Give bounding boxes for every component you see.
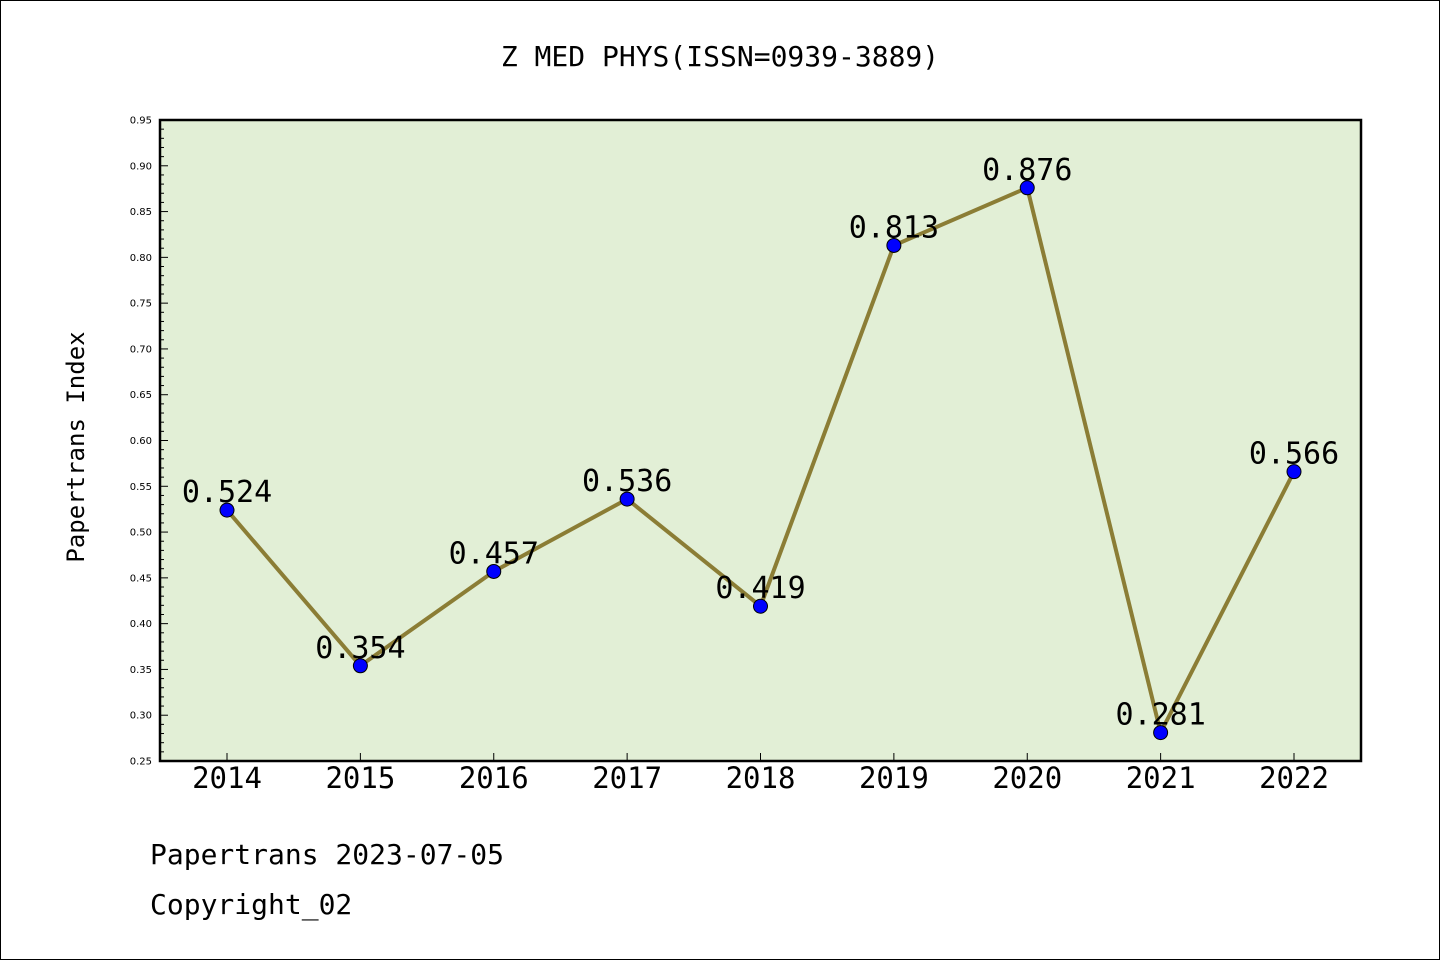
y-tick-label: 0.80 <box>130 253 152 264</box>
y-tick-label: 0.65 <box>130 390 152 401</box>
data-point-marker <box>1019 180 1035 196</box>
y-tick-label: 0.90 <box>130 161 152 172</box>
footer-copyright: Copyright_02 <box>150 888 352 922</box>
y-tick-label: 0.75 <box>130 299 152 310</box>
x-tick-label: 2020 <box>992 761 1062 795</box>
y-tick-label: 0.95 <box>130 116 152 127</box>
data-point-marker <box>886 237 902 253</box>
plot-border <box>158 118 1363 763</box>
data-points <box>219 180 1302 741</box>
data-labels: 0.524 0.354 0.457 0.536 0.419 0.813 0.876 0.281… <box>182 153 1339 733</box>
y-tick-label: 0.30 <box>130 711 152 722</box>
x-tick-label: 2015 <box>325 761 395 795</box>
y-tick-label: 0.50 <box>130 528 152 539</box>
x-tick-label: 2017 <box>592 761 662 795</box>
data-label: 0.876 <box>982 153 1072 188</box>
data-point-marker <box>219 502 235 518</box>
y-tick-label: 0.35 <box>130 665 152 676</box>
data-label: 0.419 <box>715 571 805 606</box>
data-label: 0.566 <box>1249 437 1339 472</box>
data-label: 0.457 <box>449 536 539 571</box>
y-axis-label: Papertrans Index <box>62 331 90 562</box>
data-label: 0.536 <box>582 464 672 499</box>
data-label: 0.354 <box>315 631 405 666</box>
x-tick-label: 2016 <box>459 761 529 795</box>
data-point-marker <box>619 491 635 507</box>
plot-area <box>160 120 1361 761</box>
chart-title: Z MED PHYS(ISSN=0939-3889) <box>501 40 939 73</box>
y-axis-ticks: 0.25 0.30 0.35 0.40 0.45 0.50 0.55 0.60 0.65 0.70… <box>130 116 168 768</box>
data-point-marker <box>486 563 502 579</box>
data-point-marker <box>1286 464 1302 480</box>
footer-date: Papertrans 2023-07-05 <box>150 838 504 871</box>
x-axis-ticks: 2014 2015 2016 2017 2018 2019 2020 2021 2022 <box>192 753 1329 795</box>
data-label: 0.281 <box>1115 698 1205 733</box>
data-label: 0.524 <box>182 475 272 510</box>
data-point-marker <box>753 598 768 614</box>
y-tick-label: 0.40 <box>130 619 152 630</box>
y-tick-label: 0.70 <box>130 344 152 355</box>
y-tick-label: 0.55 <box>130 482 152 493</box>
x-tick-label: 2019 <box>859 761 929 795</box>
data-point-marker <box>1153 725 1169 741</box>
y-tick-label: 0.85 <box>130 207 152 218</box>
x-tick-label: 2014 <box>192 761 262 795</box>
x-tick-label: 2022 <box>1259 761 1329 795</box>
y-tick-label: 0.25 <box>130 757 152 768</box>
data-point-marker <box>352 658 368 674</box>
y-tick-label: 0.60 <box>130 436 152 447</box>
y-tick-label: 0.45 <box>130 573 152 584</box>
x-tick-label: 2021 <box>1126 761 1196 795</box>
x-tick-label: 2018 <box>726 761 796 795</box>
data-label: 0.813 <box>849 210 939 245</box>
